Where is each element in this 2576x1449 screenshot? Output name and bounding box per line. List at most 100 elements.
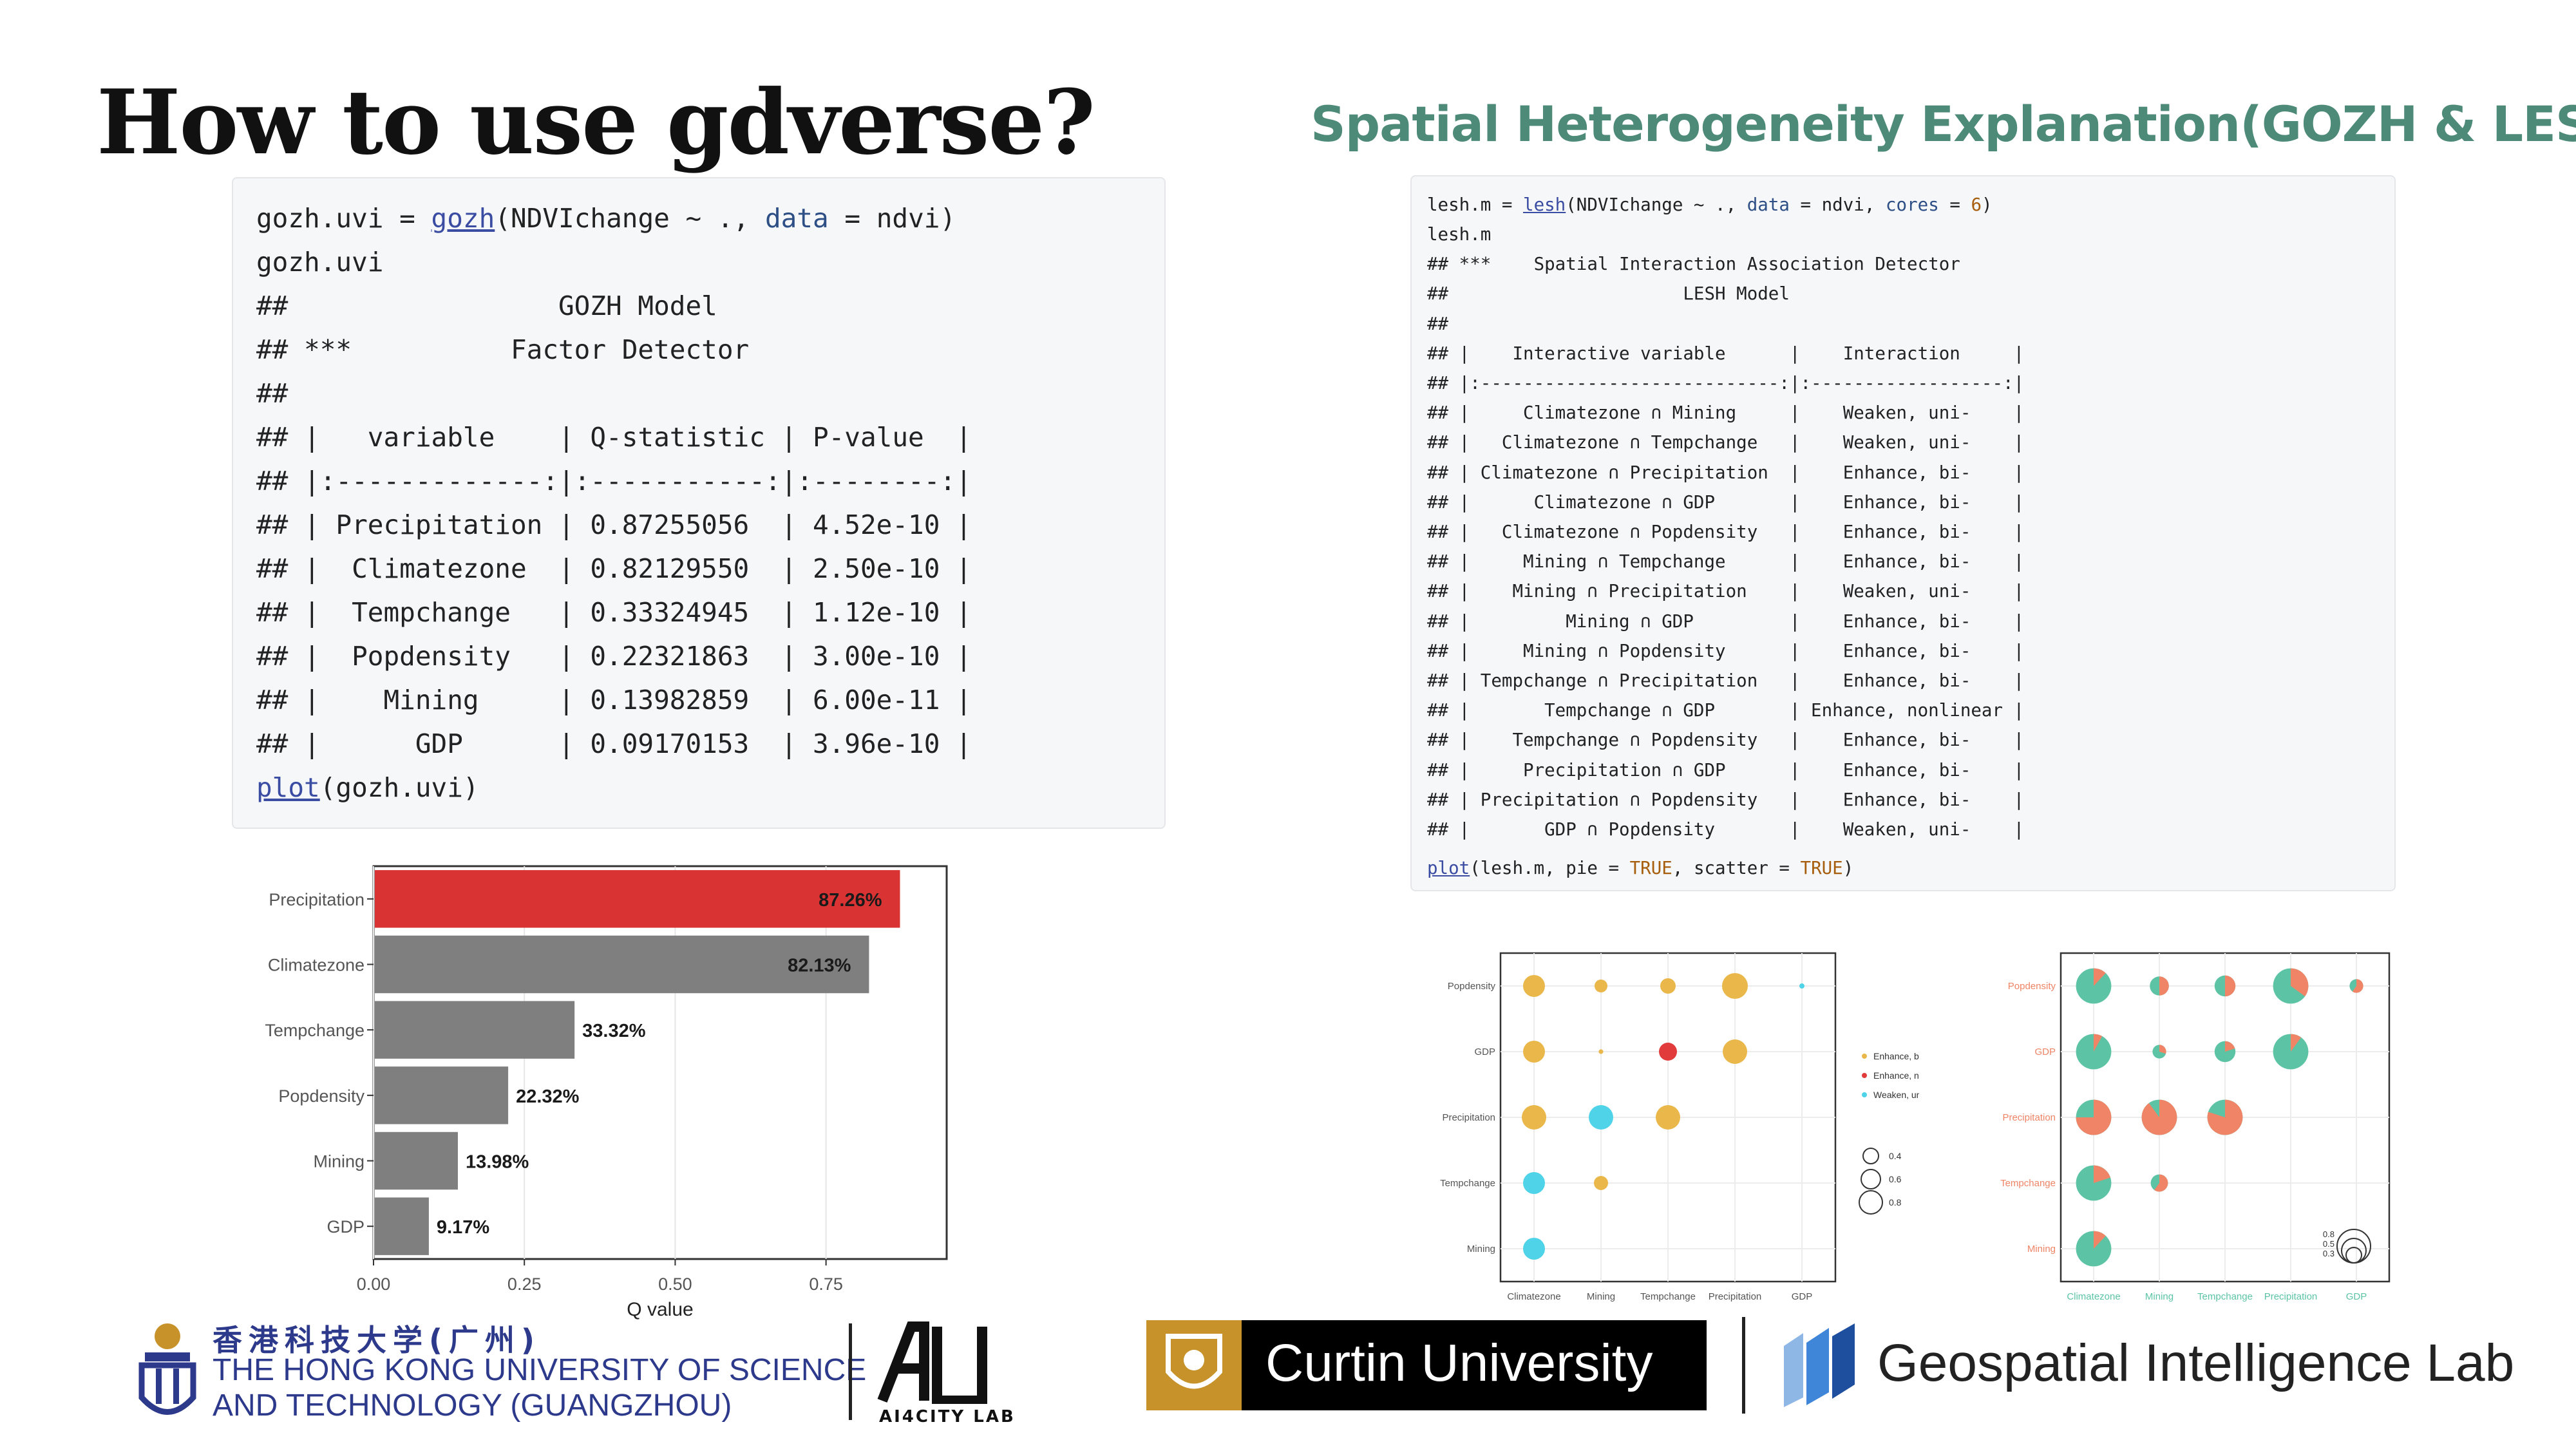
size-legend-label: 0.6 (1889, 1174, 1902, 1184)
pie-slice (2225, 975, 2236, 997)
scatter-point (1722, 973, 1748, 999)
y-tick-label: Mining (1467, 1244, 1495, 1255)
y-tick-label: GDP (2034, 1046, 2056, 1057)
bar (375, 1001, 575, 1059)
legend-key (1862, 1054, 1867, 1059)
y-tick-label: Popdensity (2008, 981, 2056, 992)
lesh-plot-line: plot(lesh.m, pie = TRUE, scatter = TRUE) (1427, 858, 1853, 878)
size-legend-key (1859, 1190, 1883, 1215)
scatter-point (1659, 1043, 1677, 1061)
plot-function-link[interactable]: plot (256, 772, 320, 803)
scatter-point (1594, 1176, 1608, 1190)
scatter-point (1598, 1049, 1604, 1054)
lesh-output-line: ## LESH Model (1427, 283, 1790, 305)
y-tick-label: Tempchange (265, 1021, 365, 1040)
bar (375, 1197, 429, 1255)
hkust-crest-icon (138, 1323, 196, 1415)
curtin-name: Curtin University (1265, 1334, 1653, 1392)
hkust-name-en-line1: THE HONG KONG UNIVERSITY OF SCIENCE (213, 1353, 867, 1387)
pie-slice (2225, 1041, 2235, 1052)
pie-slice (2094, 1231, 2106, 1249)
code-text: = ndvi, (1789, 194, 1886, 215)
bar (375, 1066, 509, 1124)
lesh-output-line: ## | Tempchange ∩ Popdensity | Enhance, … (1427, 730, 2025, 751)
size-legend-key (2345, 1247, 2362, 1264)
pie-slice (2159, 976, 2169, 996)
y-tick-label: Precipitation (269, 890, 365, 909)
lesh-output-line: lesh.m (1427, 224, 1492, 245)
pie-slice (2207, 1099, 2243, 1135)
x-tick-label: Precipitation (1709, 1291, 1762, 1302)
lesh-output-line: ## | Precipitation ∩ GDP | Enhance, bi- … (1427, 759, 2025, 781)
data-label: 33.32% (582, 1021, 646, 1041)
pie-slice (2094, 1034, 2103, 1052)
code-boolean: TRUE (1800, 858, 1843, 878)
lesh-scatter-chart: Climatezone Mining Tempchange Precipitation… (1440, 952, 1919, 1302)
code-text: ) (1982, 194, 1993, 215)
x-tick-label: 0.00 (357, 1274, 391, 1294)
lesh-function-link[interactable]: lesh (1523, 194, 1566, 215)
y-tick-label: Climatezone (268, 956, 365, 975)
plot-function-link[interactable]: plot (1427, 858, 1470, 878)
gil-logo-icon (1784, 1323, 1855, 1407)
size-legend-key (1861, 1169, 1881, 1189)
pie-slice (2141, 1099, 2177, 1135)
gozh-function-link[interactable]: gozh (431, 203, 495, 234)
code-text: = ndvi) (828, 203, 956, 234)
logo-divider (1742, 1317, 1745, 1414)
pie-slice (2094, 968, 2106, 986)
x-tick-label: Tempchange (1640, 1291, 1696, 1302)
pie-slice (2291, 968, 2309, 997)
code-text: ) (1842, 858, 1854, 878)
scatter-point (1656, 1105, 1680, 1130)
scatter-point (1799, 983, 1804, 989)
code-variable: gozh.uvi (256, 203, 384, 234)
curtin-logo: Curtin University (1146, 1320, 1707, 1410)
lesh-output-line: ## | Interactive variable | Interaction … (1427, 343, 2025, 364)
x-tick-label: GDP (1792, 1291, 1813, 1302)
x-tick-label: Precipitation (2264, 1291, 2318, 1302)
gozh-output-line: ## (256, 378, 289, 409)
gozh-output-line: ## | Mining | 0.13982859 | 6.00e-11 | (256, 685, 972, 715)
scatter-point (1522, 1105, 1546, 1130)
legend-label: Weaken, uni- (1873, 1090, 1919, 1100)
plot-panel (372, 865, 948, 1260)
lesh-output-line: ## | Climatezone ∩ Precipitation | Enhan… (1427, 462, 2025, 483)
code-text: (NDVIchange ~ ., (1566, 194, 1747, 215)
lesh-code-block: lesh.m = lesh(NDVIchange ~ ., data = ndv… (1410, 175, 2396, 891)
lesh-output-line: ## | Mining ∩ GDP | Enhance, bi- | (1427, 611, 2025, 632)
lesh-output-line: ## | Mining ∩ Precipitation | Weaken, un… (1427, 581, 2025, 602)
y-tick-label: Mining (313, 1152, 365, 1171)
lesh-output-line: ## | Mining ∩ Popdensity | Enhance, bi- … (1427, 640, 2025, 661)
x-tick-label: 0.25 (507, 1274, 542, 1294)
gozh-output-line: ## | Precipitation | 0.87255056 | 4.52e-… (256, 509, 972, 540)
lesh-output-line: ## | Climatezone ∩ Popdensity | Enhance,… (1427, 522, 2025, 542)
code-variable: lesh.m (1427, 194, 1492, 215)
slide-title: How to use gdverse? (97, 70, 1095, 175)
gozh-output-line: ## | variable | Q-statistic | P-value | (256, 422, 972, 453)
scatter-point (1523, 1238, 1545, 1260)
gozh-output-line: ## *** Factor Detector (256, 334, 750, 365)
pie-slice (2094, 1165, 2111, 1183)
gozh-output-line: gozh.uvi (256, 247, 384, 278)
size-legend-label: 0.3 (2323, 1249, 2334, 1258)
data-label: 22.32% (516, 1086, 580, 1107)
lesh-output-line: ## | Tempchange ∩ GDP | Enhance, nonline… (1427, 700, 2025, 721)
bar (375, 1132, 458, 1190)
data-label: 9.17% (437, 1217, 489, 1238)
code-text: (NDVIchange ~ ., (495, 203, 765, 234)
x-tick-label: 0.75 (809, 1274, 843, 1294)
pie-slice (2154, 1174, 2168, 1192)
scatter-point (1523, 975, 1545, 997)
gozh-call-line: gozh.uvi = gozh(NDVIchange ~ ., data = n… (256, 203, 956, 234)
y-tick-label: Popdensity (1448, 981, 1496, 992)
y-tick-label: Tempchange (2000, 1178, 2056, 1189)
x-tick-label: 0.50 (658, 1274, 692, 1294)
y-tick-label: GDP (327, 1217, 365, 1236)
lesh-output-line: ## | Tempchange ∩ Precipitation | Enhanc… (1427, 670, 2025, 691)
lesh-output-line: ## *** Spatial Interaction Association D… (1427, 254, 1960, 275)
logo-divider (849, 1323, 852, 1420)
lesh-output-line: ## | Climatezone ∩ GDP | Enhance, bi- | (1427, 491, 2025, 513)
x-tick-label: Mining (1587, 1291, 1615, 1302)
x-tick-label: Climatezone (2067, 1291, 2120, 1302)
